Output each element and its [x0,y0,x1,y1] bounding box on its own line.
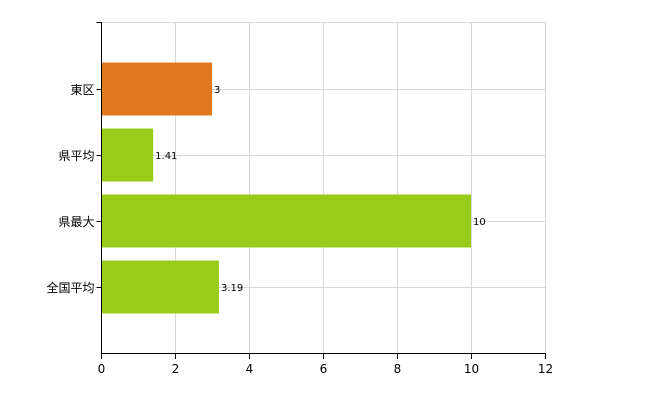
x-tick-label: 0 [98,362,106,376]
bar [102,128,154,182]
x-tick-label: 8 [394,362,402,376]
bar [102,260,220,314]
bar-value-label: 1.41 [155,151,177,162]
y-tick-label: 全国平均 [46,280,94,295]
bar-value-label: 3 [214,85,220,96]
x-tick-label: 10 [464,362,479,376]
bar-layer [102,62,471,314]
axis-layer [96,22,546,359]
x-tick-label: 4 [246,362,254,376]
bar [102,194,471,248]
bar [102,62,212,116]
x-tick-label: 6 [320,362,328,376]
bar-value-label: 3.19 [221,283,243,294]
x-tick-label: 2 [172,362,180,376]
y-tick-label: 県最大 [58,215,94,229]
y-tick-label: 県平均 [58,149,94,163]
bar-value-label: 10 [473,217,486,228]
y-tick-label: 東区 [70,83,94,97]
x-tick-label: 12 [538,362,553,376]
